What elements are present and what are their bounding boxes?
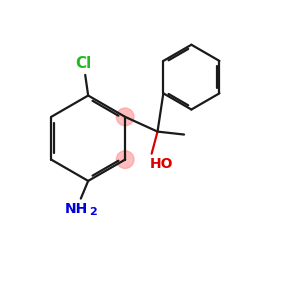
Circle shape bbox=[116, 151, 134, 168]
Text: Cl: Cl bbox=[76, 56, 92, 71]
Text: HO: HO bbox=[150, 157, 174, 171]
Circle shape bbox=[116, 108, 134, 126]
Text: NH: NH bbox=[65, 202, 88, 215]
Text: 2: 2 bbox=[89, 206, 97, 217]
